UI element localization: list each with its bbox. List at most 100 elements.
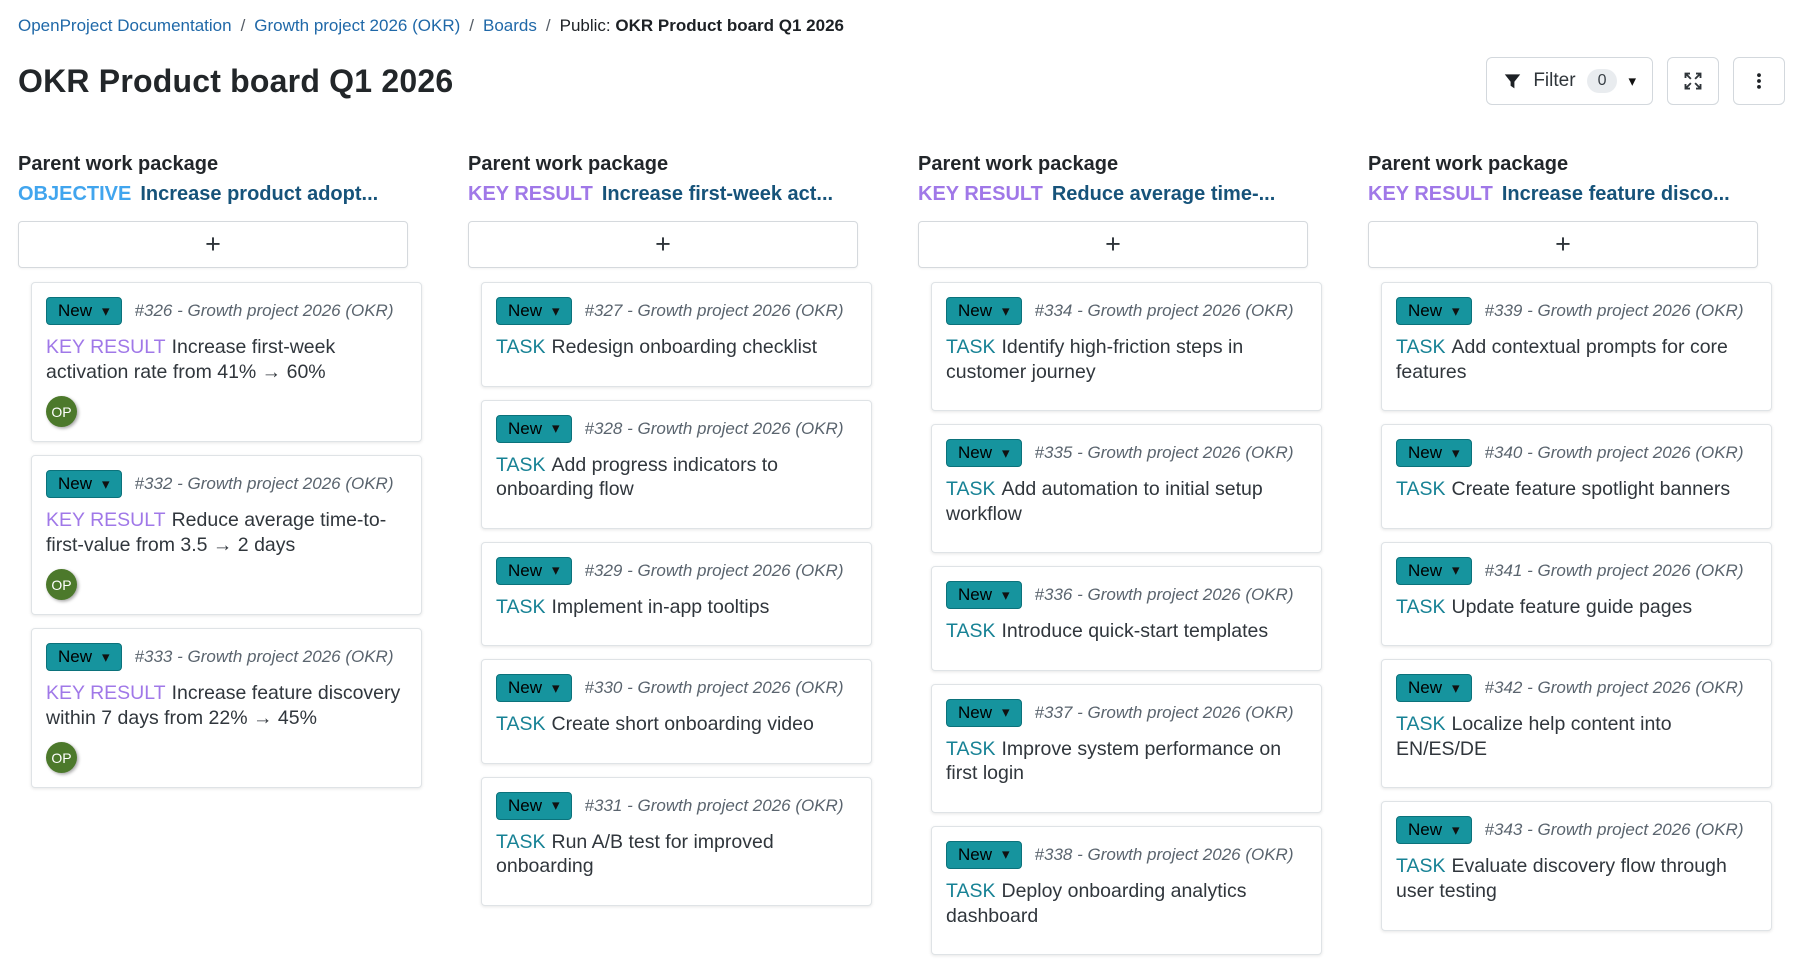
column-title-link[interactable]: Increase first-week act...: [601, 183, 834, 205]
status-dropdown[interactable]: New ▾: [496, 674, 572, 703]
board-column: Parent work package OBJECTIVE Increase pr…: [18, 153, 422, 789]
work-package-card[interactable]: New ▾ #341 - Growth project 2026 (OKR) T…: [1381, 541, 1772, 647]
card-id: #327: [584, 301, 623, 320]
work-package-card[interactable]: New ▾ #340 - Growth project 2026 (OKR) T…: [1381, 424, 1772, 529]
chevron-down-icon: ▾: [1452, 302, 1460, 320]
work-package-card[interactable]: New ▾ #332 - Growth project 2026 (OKR) K…: [31, 455, 422, 616]
card-title: KEY RESULT Reduce average time-to-first-v…: [46, 508, 407, 557]
column-title-link[interactable]: Increase feature disco...: [1501, 183, 1730, 205]
filter-count-badge: 0: [1586, 69, 1618, 93]
work-package-card[interactable]: New ▾ #327 - Growth project 2026 (OKR) T…: [481, 282, 872, 387]
status-dropdown[interactable]: New ▾: [46, 643, 122, 672]
work-package-card[interactable]: New ▾ #333 - Growth project 2026 (OKR) K…: [31, 628, 422, 789]
add-card-button[interactable]: +: [918, 221, 1308, 268]
add-card-button[interactable]: +: [1368, 221, 1758, 268]
work-package-card[interactable]: New ▾ #329 - Growth project 2026 (OKR) T…: [481, 541, 872, 647]
work-package-card[interactable]: New ▾ #336 - Growth project 2026 (OKR) T…: [931, 566, 1322, 671]
card-project: Growth project 2026 (OKR): [187, 647, 394, 667]
status-label: New: [58, 474, 93, 494]
card-meta: #341 - Growth project 2026 (OKR): [1485, 561, 1744, 581]
work-package-card[interactable]: New ▾ #338 - Growth project 2026 (OKR) T…: [931, 825, 1322, 956]
card-id: #329: [584, 560, 623, 580]
status-dropdown[interactable]: New ▾: [946, 840, 1022, 869]
status-label: New: [1408, 301, 1443, 320]
card-title: TASK Run A/B test for improved onboarding: [496, 830, 857, 879]
status-dropdown[interactable]: New ▾: [46, 297, 122, 325]
card-id: #326: [134, 301, 173, 320]
work-package-card[interactable]: New ▾ #337 - Growth project 2026 (OKR) T…: [931, 683, 1322, 813]
work-package-card[interactable]: New ▾ #326 - Growth project 2026 (OKR) K…: [31, 282, 422, 443]
breadcrumb-link-openproject-documentation[interactable]: OpenProject Documentation: [18, 16, 232, 35]
status-dropdown[interactable]: New ▾: [46, 470, 122, 499]
work-package-card[interactable]: New ▾ #339 - Growth project 2026 (OKR) T…: [1381, 282, 1772, 412]
work-package-card[interactable]: New ▾ #335 - Growth project 2026 (OKR) T…: [931, 424, 1322, 554]
add-card-button[interactable]: +: [18, 221, 408, 268]
card-id: #340: [1484, 443, 1523, 463]
status-label: New: [1408, 678, 1443, 698]
chevron-down-icon: ▾: [552, 797, 560, 815]
breadcrumb-current: Public: OKR Product board Q1 2026: [560, 16, 844, 36]
card-id: #341: [1484, 560, 1523, 580]
card-title-text: Create feature spotlight banners: [1451, 478, 1731, 501]
card-meta: #330 - Growth project 2026 (OKR): [585, 678, 844, 698]
card-meta: #339 - Growth project 2026 (OKR): [1485, 301, 1744, 321]
card-id-separator: -: [627, 418, 633, 438]
card-type-badge: TASK: [1396, 713, 1446, 736]
card-type-badge: TASK: [1396, 478, 1446, 501]
status-dropdown[interactable]: New ▾: [1396, 439, 1472, 468]
fullscreen-button[interactable]: [1667, 57, 1719, 105]
card-id-separator: -: [1527, 560, 1533, 580]
work-package-card[interactable]: New ▾ #343 - Growth project 2026 (OKR) T…: [1381, 801, 1772, 931]
status-dropdown[interactable]: New ▾: [496, 297, 572, 325]
status-dropdown[interactable]: New ▾: [1396, 816, 1472, 845]
status-dropdown[interactable]: New ▾: [496, 556, 572, 585]
add-card-button[interactable]: +: [468, 221, 858, 268]
top-bar: OpenProject Documentation / Growth proje…: [0, 0, 1807, 105]
card-title: TASK Add automation to initial setup work…: [946, 477, 1307, 526]
work-package-card[interactable]: New ▾ #331 - Growth project 2026 (OKR) T…: [481, 776, 872, 906]
status-label: New: [958, 702, 993, 722]
card-title: TASK Localize help content into EN/ES/DE: [1396, 712, 1757, 761]
breadcrumb-current-prefix: Public:: [559, 16, 611, 35]
work-package-card[interactable]: New ▾ #342 - Growth project 2026 (OKR) T…: [1381, 659, 1772, 789]
status-label: New: [508, 560, 543, 580]
card-type-badge: TASK: [1396, 336, 1446, 358]
status-dropdown[interactable]: New ▾: [496, 414, 572, 443]
column-title-link[interactable]: Reduce average time-...: [1051, 183, 1276, 205]
card-project: Growth project 2026 (OKR): [1537, 301, 1744, 320]
breadcrumb-link-boards[interactable]: Boards: [483, 16, 537, 35]
chevron-down-icon: ▾: [1452, 444, 1460, 462]
status-dropdown[interactable]: New ▾: [1396, 556, 1472, 585]
status-dropdown[interactable]: New ▾: [1396, 297, 1472, 325]
status-dropdown[interactable]: New ▾: [946, 297, 1022, 325]
work-package-card[interactable]: New ▾ #330 - Growth project 2026 (OKR) T…: [481, 659, 872, 764]
card-id-separator: -: [627, 560, 633, 580]
status-dropdown[interactable]: New ▾: [1396, 674, 1472, 703]
work-package-card[interactable]: New ▾ #328 - Growth project 2026 (OKR) T…: [481, 399, 872, 529]
card-id-separator: -: [1527, 678, 1533, 698]
card-title-text: Increase first-week activation rate from…: [46, 336, 336, 383]
status-dropdown[interactable]: New ▾: [946, 439, 1022, 468]
status-dropdown[interactable]: New ▾: [946, 581, 1022, 610]
column-header: KEY RESULT Increase first-week act...: [468, 183, 872, 206]
card-meta: #331 - Growth project 2026 (OKR): [585, 796, 844, 816]
card-id-separator: -: [177, 301, 183, 320]
card-id-separator: -: [1527, 820, 1533, 840]
chevron-down-icon: ▾: [1452, 679, 1460, 697]
column-header: KEY RESULT Reduce average time-...: [918, 183, 1322, 206]
status-dropdown[interactable]: New ▾: [496, 791, 572, 820]
card-title: TASK Create feature spotlight banners: [1396, 477, 1757, 502]
breadcrumb-link-project[interactable]: Growth project 2026 (OKR): [254, 16, 461, 35]
column-title-link[interactable]: Increase product adopt...: [140, 183, 379, 205]
filter-button[interactable]: Filter 0 ▾: [1486, 57, 1653, 105]
status-dropdown[interactable]: New ▾: [946, 698, 1022, 727]
card-type-badge: TASK: [1396, 855, 1446, 878]
card-title: TASK Update feature guide pages: [1396, 595, 1757, 620]
card-id: #331: [584, 795, 623, 815]
status-label: New: [508, 795, 543, 815]
work-package-card[interactable]: New ▾ #334 - Growth project 2026 (OKR) T…: [931, 282, 1322, 412]
card-title: TASK Deploy onboarding analytics dashboar…: [946, 879, 1307, 928]
avatar: OP: [46, 396, 77, 428]
card-meta: #333 - Growth project 2026 (OKR): [135, 647, 394, 667]
more-options-button[interactable]: [1733, 57, 1785, 105]
